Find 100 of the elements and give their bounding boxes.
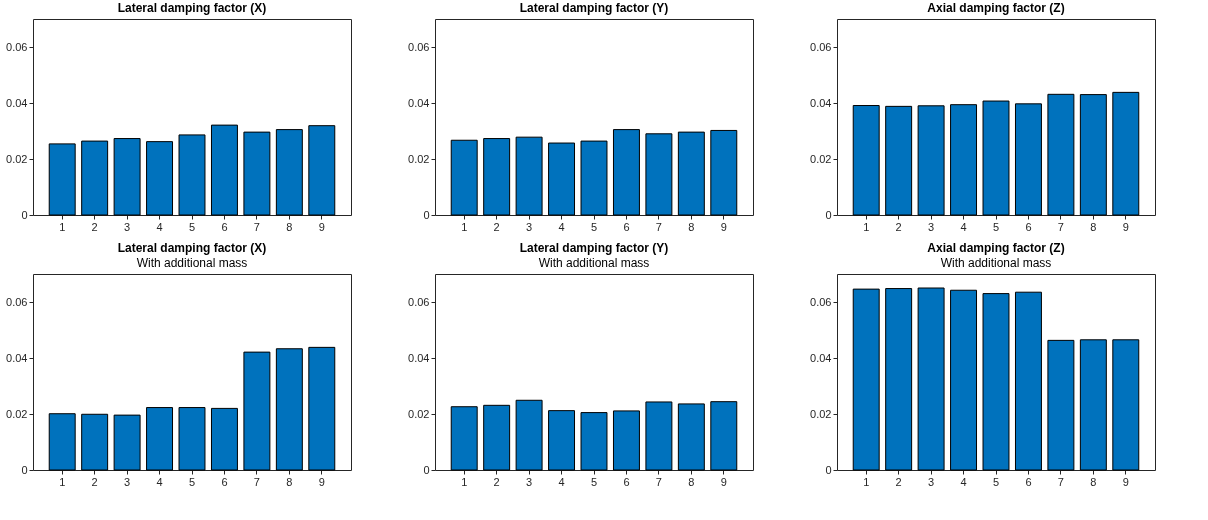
bar: [113, 138, 141, 216]
bar: [113, 414, 141, 471]
bar: [48, 413, 76, 471]
x-tick-label: 3: [928, 220, 935, 233]
y-tick-label: 0.04: [408, 96, 430, 109]
bar: [885, 105, 913, 216]
chart-subtitle: With additional mass: [940, 256, 1052, 270]
bar: [645, 401, 673, 471]
x-tick-label: 6: [221, 220, 228, 233]
bar: [1079, 339, 1107, 471]
y-tick-label: 0.02: [6, 152, 28, 165]
chart-subtitle: With additional mass: [538, 256, 650, 270]
y-tick-label: 0.06: [408, 40, 430, 53]
bar: [483, 138, 511, 216]
chart-title: Axial damping factor (Z): [927, 1, 1065, 15]
bar: [677, 403, 705, 471]
y-tick-label: 0: [423, 208, 430, 221]
bar: [515, 136, 543, 216]
x-tick-label: 4: [156, 475, 163, 488]
x-tick-label: 3: [124, 220, 131, 233]
x-tick-label: 9: [1122, 220, 1129, 233]
x-tick-label: 9: [720, 475, 727, 488]
x-tick-label: 7: [1057, 220, 1064, 233]
bar: [580, 412, 608, 471]
y-tick-label: 0.06: [408, 295, 430, 308]
bar: [81, 140, 109, 216]
bar: [1079, 94, 1107, 216]
x-tick-label: 5: [188, 475, 196, 488]
x-tick-label: 8: [286, 220, 293, 233]
x-tick-label: 2: [895, 475, 902, 488]
x-tick-label: 8: [286, 475, 293, 488]
x-tick-label: 4: [960, 475, 967, 488]
x-tick-label: 2: [91, 220, 98, 233]
x-tick-label: 2: [91, 475, 98, 488]
chart-title: Lateral damping factor (X): [117, 241, 267, 255]
x-tick-label: 5: [590, 475, 598, 488]
bar: [1047, 339, 1075, 471]
bar: [308, 125, 336, 216]
bar: [1112, 91, 1140, 216]
x-tick-label: 1: [59, 220, 66, 233]
y-tick-label: 0.02: [408, 407, 430, 420]
y-tick-label: 0.04: [6, 351, 28, 364]
x-tick-label: 5: [992, 220, 1000, 233]
x-tick-label: 6: [623, 475, 630, 488]
x-tick-label: 6: [623, 220, 630, 233]
x-tick-label: 4: [558, 220, 565, 233]
chart-subtitle: With additional mass: [136, 256, 248, 270]
x-tick-label: 2: [493, 475, 500, 488]
x-tick-label: 7: [253, 220, 260, 233]
x-tick-label: 1: [863, 220, 870, 233]
bar: [548, 410, 576, 471]
y-tick-label: 0.02: [810, 152, 832, 165]
x-tick-label: 9: [318, 475, 325, 488]
x-tick-label: 7: [655, 475, 662, 488]
x-tick-label: 1: [863, 475, 870, 488]
x-tick-label: 9: [318, 220, 325, 233]
x-tick-label: 8: [1090, 475, 1097, 488]
bar: [1112, 339, 1140, 471]
bar: [81, 413, 109, 471]
x-tick-label: 7: [253, 475, 260, 488]
x-tick-label: 6: [221, 475, 228, 488]
bar: [885, 288, 913, 471]
bar: [645, 133, 673, 216]
y-tick-label: 0.06: [6, 295, 28, 308]
bar: [580, 140, 608, 216]
x-tick-label: 7: [1057, 475, 1064, 488]
bar: [450, 406, 478, 471]
x-tick-label: 5: [590, 220, 598, 233]
bar: [1014, 103, 1042, 216]
bar: [210, 407, 238, 471]
x-tick-label: 4: [156, 220, 163, 233]
y-tick-label: 0.06: [810, 40, 832, 53]
y-tick-label: 0.04: [408, 351, 430, 364]
bar: [852, 105, 880, 216]
bar: [210, 124, 238, 216]
x-tick-label: 8: [1090, 220, 1097, 233]
x-tick-label: 2: [493, 220, 500, 233]
bar: [48, 143, 76, 216]
bar: [243, 351, 271, 471]
bar: [612, 129, 640, 216]
x-tick-label: 5: [992, 475, 1000, 488]
x-tick-label: 6: [1025, 475, 1032, 488]
y-tick-label: 0: [423, 463, 430, 476]
bar: [1047, 93, 1075, 216]
x-tick-label: 1: [59, 475, 66, 488]
x-tick-label: 3: [526, 475, 533, 488]
bar: [450, 139, 478, 216]
x-tick-label: 1: [461, 475, 468, 488]
y-tick-label: 0.04: [6, 96, 28, 109]
x-tick-label: 2: [895, 220, 902, 233]
x-tick-label: 3: [928, 475, 935, 488]
bar: [917, 105, 945, 216]
y-tick-label: 0.02: [6, 407, 28, 420]
bar: [146, 141, 174, 216]
x-tick-label: 8: [688, 475, 695, 488]
y-tick-label: 0.02: [408, 152, 430, 165]
y-tick-label: 0.06: [6, 40, 28, 53]
x-tick-label: 4: [558, 475, 565, 488]
bar: [982, 100, 1010, 216]
y-tick-label: 0: [825, 208, 832, 221]
